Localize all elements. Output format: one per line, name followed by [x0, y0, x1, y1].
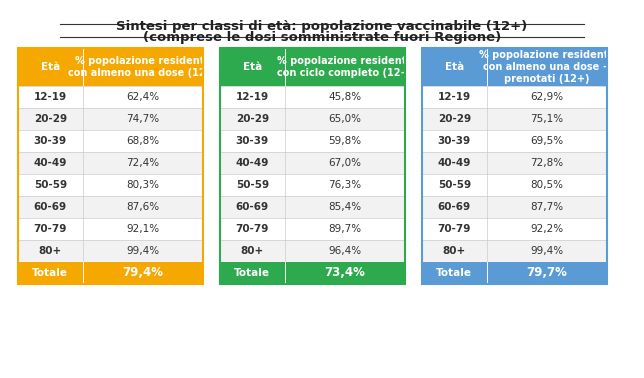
- Bar: [422, 152, 607, 174]
- Bar: [220, 262, 405, 284]
- Text: 75,1%: 75,1%: [530, 114, 564, 124]
- Text: Età: Età: [445, 62, 464, 72]
- Text: 80+: 80+: [241, 246, 264, 256]
- Text: 96,4%: 96,4%: [328, 246, 361, 256]
- Bar: [422, 108, 607, 130]
- Text: 87,6%: 87,6%: [126, 202, 160, 212]
- Text: 60-69: 60-69: [438, 202, 471, 212]
- Bar: [18, 108, 203, 130]
- Text: 65,0%: 65,0%: [328, 114, 361, 124]
- Text: Età: Età: [243, 62, 262, 72]
- Text: 40-49: 40-49: [33, 158, 67, 168]
- Text: 40-49: 40-49: [236, 158, 269, 168]
- Text: 60-69: 60-69: [236, 202, 269, 212]
- Text: 62,4%: 62,4%: [126, 92, 160, 102]
- Text: 70-79: 70-79: [33, 224, 67, 234]
- Bar: [18, 48, 203, 86]
- Bar: [422, 130, 607, 152]
- Text: 92,2%: 92,2%: [530, 224, 564, 234]
- Bar: [18, 240, 203, 262]
- Text: 72,4%: 72,4%: [126, 158, 160, 168]
- Text: Totale: Totale: [437, 268, 473, 278]
- Bar: [18, 196, 203, 218]
- Bar: [422, 240, 607, 262]
- Bar: [220, 152, 405, 174]
- Text: 92,1%: 92,1%: [126, 224, 160, 234]
- Bar: [422, 48, 607, 284]
- Text: 40-49: 40-49: [438, 158, 471, 168]
- Text: % popolazione residente
con almeno una dose (12+): % popolazione residente con almeno una d…: [68, 56, 218, 78]
- Text: 80,5%: 80,5%: [531, 180, 564, 190]
- Text: 60-69: 60-69: [34, 202, 67, 212]
- Bar: [18, 86, 203, 108]
- Text: 50-59: 50-59: [236, 180, 269, 190]
- Text: 70-79: 70-79: [438, 224, 471, 234]
- Text: 89,7%: 89,7%: [328, 224, 361, 234]
- Text: 99,4%: 99,4%: [126, 246, 160, 256]
- Bar: [220, 130, 405, 152]
- Bar: [220, 196, 405, 218]
- Text: 68,8%: 68,8%: [126, 136, 160, 146]
- Bar: [18, 218, 203, 240]
- Text: 50-59: 50-59: [438, 180, 471, 190]
- Text: Totale: Totale: [234, 268, 270, 278]
- Text: 70-79: 70-79: [236, 224, 269, 234]
- Text: 30-39: 30-39: [34, 136, 67, 146]
- Text: 59,8%: 59,8%: [328, 136, 361, 146]
- Text: % popolazione residente
con almeno una dose +
prenotati (12+): % popolazione residente con almeno una d…: [479, 50, 615, 84]
- Bar: [422, 48, 607, 86]
- Text: 20-29: 20-29: [34, 114, 67, 124]
- Text: 99,4%: 99,4%: [530, 246, 564, 256]
- Text: 12-19: 12-19: [34, 92, 67, 102]
- Text: 45,8%: 45,8%: [328, 92, 361, 102]
- Text: 30-39: 30-39: [438, 136, 471, 146]
- Text: % popolazione residente
con ciclo completo (12+): % popolazione residente con ciclo comple…: [277, 56, 413, 78]
- Bar: [220, 218, 405, 240]
- Bar: [220, 48, 405, 86]
- Text: 73,4%: 73,4%: [325, 266, 365, 279]
- Text: Età: Età: [41, 62, 60, 72]
- Text: 69,5%: 69,5%: [530, 136, 564, 146]
- Bar: [18, 130, 203, 152]
- Text: 12-19: 12-19: [438, 92, 471, 102]
- Bar: [220, 108, 405, 130]
- Text: 87,7%: 87,7%: [530, 202, 564, 212]
- Bar: [422, 174, 607, 196]
- Bar: [18, 152, 203, 174]
- Text: Totale: Totale: [32, 268, 68, 278]
- Text: 80,3%: 80,3%: [126, 180, 159, 190]
- Text: 50-59: 50-59: [34, 180, 67, 190]
- Text: 67,0%: 67,0%: [328, 158, 361, 168]
- Bar: [220, 48, 405, 284]
- Bar: [422, 196, 607, 218]
- Text: 20-29: 20-29: [236, 114, 269, 124]
- Bar: [220, 174, 405, 196]
- Bar: [18, 262, 203, 284]
- Text: 80+: 80+: [39, 246, 62, 256]
- Bar: [220, 86, 405, 108]
- Text: Sintesi per classi di età: popolazione vaccinabile (12+): Sintesi per classi di età: popolazione v…: [117, 20, 527, 33]
- Bar: [18, 174, 203, 196]
- Bar: [422, 218, 607, 240]
- Bar: [422, 86, 607, 108]
- Text: 79,4%: 79,4%: [122, 266, 164, 279]
- Text: 20-29: 20-29: [438, 114, 471, 124]
- Text: 80+: 80+: [442, 246, 466, 256]
- Text: 72,8%: 72,8%: [530, 158, 564, 168]
- Text: 12-19: 12-19: [236, 92, 269, 102]
- Bar: [220, 240, 405, 262]
- Text: 76,3%: 76,3%: [328, 180, 361, 190]
- Text: 30-39: 30-39: [236, 136, 269, 146]
- Bar: [422, 262, 607, 284]
- Text: 62,9%: 62,9%: [530, 92, 564, 102]
- Text: 74,7%: 74,7%: [126, 114, 160, 124]
- Text: 79,7%: 79,7%: [526, 266, 567, 279]
- Text: 85,4%: 85,4%: [328, 202, 361, 212]
- Text: (comprese le dosi somministrate fuori Regione): (comprese le dosi somministrate fuori Re…: [143, 31, 501, 44]
- Bar: [18, 48, 203, 284]
